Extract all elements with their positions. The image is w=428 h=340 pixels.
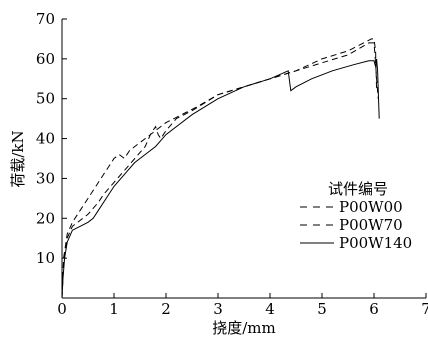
x-tick-label: 1	[109, 300, 119, 318]
y-axis-label: 荷载/kN	[9, 130, 27, 187]
legend-label: P00W140	[339, 234, 412, 252]
y-tick-label: 60	[36, 50, 55, 68]
x-tick-label: 4	[265, 300, 275, 318]
series-line-p00w00	[61, 42, 379, 299]
y-tick-label: 70	[36, 10, 55, 28]
series-line-p00w70	[61, 38, 378, 299]
y-tick-label: 30	[36, 169, 55, 187]
x-tick-label: 5	[317, 300, 327, 318]
legend-label: P00W70	[339, 216, 403, 234]
series-line-p00w140	[61, 58, 380, 299]
x-axis-label: 挠度/mm	[212, 319, 276, 337]
y-tick-label: 10	[36, 249, 55, 267]
x-tick-label: 2	[161, 300, 171, 318]
x-tick-label: 3	[213, 300, 223, 318]
legend-title: 试件编号	[328, 180, 388, 198]
legend-label: P00W00	[339, 198, 403, 216]
axis-ticks: 0 1 2 3 4 5 6 7 10 20 30 40 50 60 70	[36, 10, 428, 318]
x-tick-label: 0	[57, 300, 67, 318]
plot-frame	[61, 19, 426, 299]
y-tick-label: 50	[36, 90, 55, 108]
x-tick-label: 7	[421, 300, 428, 318]
y-tick-label: 40	[36, 130, 55, 148]
series-layer	[61, 38, 380, 299]
x-tick-label: 6	[369, 300, 379, 318]
y-tick-label: 20	[36, 209, 55, 227]
